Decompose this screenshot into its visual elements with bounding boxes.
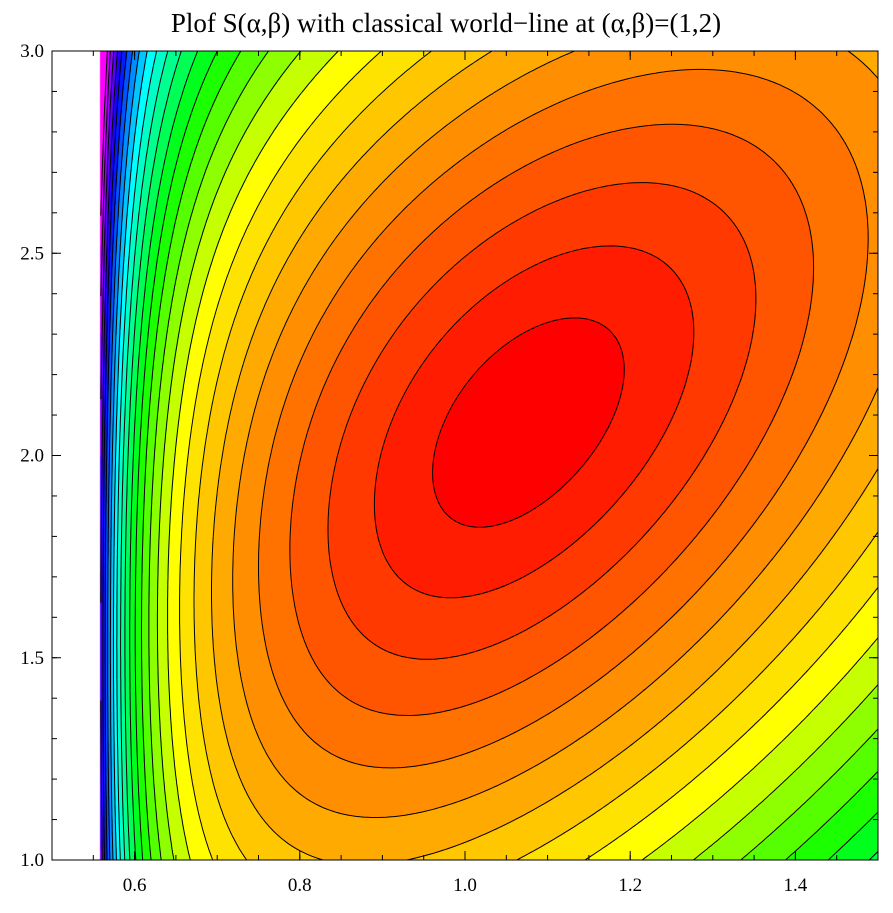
y-tick-label: 2.5	[20, 243, 44, 264]
y-tick-label: 1.0	[20, 850, 44, 871]
contour-line	[134, 51, 878, 860]
contour-line	[193, 51, 878, 860]
y-tick-label: 1.5	[20, 648, 44, 669]
contour-line	[100, 51, 111, 297]
contour-line	[104, 51, 128, 860]
contour-line	[116, 51, 157, 860]
contour-line	[141, 51, 878, 860]
plot-area	[52, 51, 878, 860]
contour-lines	[100, 51, 878, 860]
x-tick-label: 1.0	[453, 875, 477, 896]
contour-line	[211, 51, 878, 860]
axis-ticks	[51, 50, 879, 861]
chart-title: Plof S(α,β) with classical world−line at…	[171, 8, 721, 38]
contour-line	[432, 317, 625, 528]
contour-fill	[52, 51, 878, 860]
contour-line	[124, 51, 182, 860]
contour-line	[120, 51, 169, 860]
contour-line	[129, 51, 878, 860]
x-tick-label: 1.4	[784, 875, 808, 896]
contour-line	[148, 51, 878, 860]
y-tick-label: 2.0	[20, 446, 44, 467]
contour-line	[107, 51, 134, 860]
x-tick-label: 1.2	[618, 875, 642, 896]
contour-line	[100, 51, 118, 860]
contour-line	[100, 51, 108, 216]
contour-line	[373, 245, 695, 599]
contour-line	[100, 51, 115, 400]
contour-line	[179, 51, 878, 860]
contour-line	[113, 51, 148, 860]
contour-line	[232, 51, 878, 818]
contour-line	[327, 182, 757, 660]
contour-line	[167, 51, 878, 860]
x-tick-label: 0.8	[288, 875, 312, 896]
x-tick-label: 0.6	[123, 875, 147, 896]
y-axis-tick-labels: 1.0 1.5 2.0 2.5 3.0	[20, 41, 44, 871]
contour-line	[109, 51, 140, 860]
contour-line	[289, 123, 815, 716]
contour-line	[156, 51, 878, 860]
x-axis-tick-labels: 0.6 0.8 1.0 1.2 1.4	[123, 875, 808, 896]
y-tick-label: 3.0	[20, 41, 44, 62]
contour-line	[258, 68, 869, 769]
contour-line	[102, 51, 123, 860]
